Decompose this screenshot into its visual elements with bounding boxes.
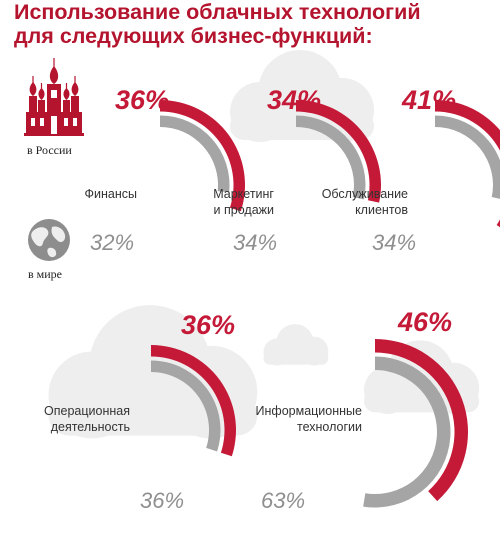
value-label-world: 34% — [372, 230, 416, 255]
value-label-russia: 34% — [267, 85, 321, 115]
chart-group: 36% 32% Финансы — [85, 85, 246, 255]
category-label: деятельность — [51, 420, 130, 434]
category-label: Финансы — [85, 187, 137, 201]
bar-russia — [151, 345, 236, 457]
value-label-russia: 41% — [401, 85, 456, 115]
bar-world — [296, 115, 366, 200]
bar-world — [435, 115, 500, 199]
category-label: Обслуживание — [322, 187, 408, 201]
title-line-1: Использование облачных технологий — [14, 0, 421, 24]
bar-russia — [375, 339, 469, 502]
chart-group: 41% 34% Обслуживание клиентов — [322, 85, 500, 255]
page-title: Использование облачных технологий для сл… — [14, 0, 494, 48]
value-label-world: 36% — [140, 488, 184, 513]
globe-icon — [28, 219, 70, 261]
value-label-russia: 36% — [115, 85, 169, 115]
bar-russia — [296, 100, 382, 203]
legend-world-label: в мире — [28, 267, 62, 281]
legend-russia-label: в России — [27, 143, 72, 157]
chart-groups: 36% 32% Финансы 34% 34% Маркетинг и продажи 41%… — [44, 85, 500, 513]
bar-russia — [160, 100, 246, 212]
chart-group: 46% 63% Информационные технологии — [256, 307, 469, 513]
category-label: технологии — [297, 420, 362, 434]
cloud-icon — [263, 324, 329, 366]
kremlin-cathedral-icon — [24, 58, 84, 136]
value-label-russia: 36% — [181, 310, 235, 340]
category-label: Информационные — [256, 404, 363, 418]
value-label-world: 32% — [90, 230, 134, 255]
category-label: Операционная — [44, 404, 130, 418]
bar-world — [151, 360, 221, 452]
chart-group: 36% 36% Операционная деятельность — [44, 310, 236, 513]
bar-world — [160, 115, 230, 193]
chart-group: 34% 34% Маркетинг и продажи — [213, 85, 382, 255]
value-label-russia: 46% — [397, 307, 452, 337]
value-label-world: 34% — [233, 230, 277, 255]
bar-world — [363, 356, 451, 508]
category-label: и продажи — [214, 203, 274, 217]
value-label-world: 63% — [261, 488, 305, 513]
category-label: клиентов — [355, 203, 408, 217]
category-label: Маркетинг — [213, 187, 274, 201]
title-line-2: для следующих бизнес-функций: — [14, 24, 373, 48]
